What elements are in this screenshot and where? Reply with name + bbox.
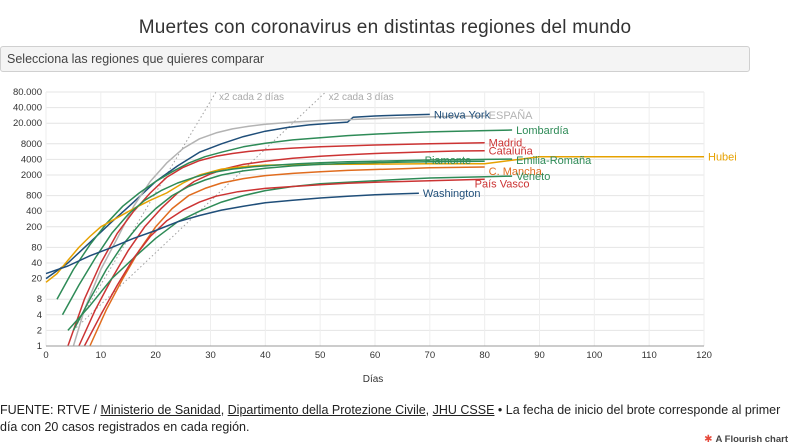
series-line — [72, 115, 485, 347]
x-tick-label: 120 — [696, 350, 712, 361]
y-tick-label: 40 — [31, 258, 42, 269]
source-link-jhu[interactable]: JHU CSSE — [432, 403, 495, 417]
x-tick-label: 40 — [260, 350, 271, 361]
series-lines — [45, 113, 704, 347]
y-tick-label: 20.000 — [13, 118, 42, 129]
series-label: País Vasco — [475, 178, 530, 190]
x-tick-label: 80 — [479, 350, 490, 361]
y-tick-label: 400 — [26, 206, 42, 217]
y-tick-label: 80.000 — [13, 87, 42, 98]
x-tick-label: 100 — [586, 350, 602, 361]
flourish-label: A Flourish chart — [715, 434, 789, 445]
series-line — [83, 178, 485, 347]
footer-prefix: FUENTE: RTVE / — [0, 403, 101, 417]
x-tick-label: 90 — [534, 350, 545, 361]
x-tick-label: 110 — [642, 350, 657, 361]
y-tick-label: 8 — [37, 294, 42, 305]
y-tick-label: 80 — [31, 242, 42, 253]
y-tick-label: 1 — [37, 341, 42, 352]
y-tick-label: 200 — [26, 222, 42, 233]
y-tick-label: 2 — [37, 325, 42, 336]
series-line — [45, 155, 704, 283]
x-tick-label: 70 — [425, 350, 436, 361]
series-label: Washington — [423, 188, 481, 200]
y-tick-label: 4000 — [21, 154, 42, 165]
series-line — [56, 129, 513, 300]
series-line — [61, 158, 513, 316]
reference-lines: x2 cada 2 días x2 cada 3 días — [72, 91, 394, 331]
x-tick-label: 50 — [315, 350, 326, 361]
y-tick-label: 2000 — [21, 170, 42, 181]
footer-source: FUENTE: RTVE / Ministerio de Sanidad, Di… — [0, 402, 785, 436]
footer-note: • La fecha de inicio del brote correspon… — [0, 403, 781, 434]
reference-line — [73, 91, 326, 331]
x-tick-label: 20 — [150, 350, 161, 361]
source-link-sanidad[interactable]: Ministerio de Sanidad — [100, 403, 221, 417]
chart-title: Muertes con coronavirus en distintas reg… — [138, 17, 632, 38]
series-line — [67, 141, 485, 347]
series-label: Cataluña — [489, 146, 534, 158]
y-tick-label: 800 — [26, 191, 42, 202]
series-label: Nueva York — [434, 109, 491, 121]
series-label: Veneto — [516, 171, 550, 183]
footer-sep: , — [220, 403, 228, 417]
series-label: Emilia-Romaña — [516, 155, 592, 167]
footer-sep: , — [425, 403, 433, 417]
y-tick-label: 4 — [37, 310, 42, 321]
region-selector[interactable]: Selecciona las regiones que quieres comp… — [0, 46, 750, 72]
x-axis-title: Días — [363, 374, 384, 385]
source-link-protezione-civile[interactable]: Dipartimento della Protezione Civile — [227, 403, 426, 417]
series-label: C. Mancha — [489, 166, 543, 178]
y-tick-label: 8000 — [21, 139, 42, 150]
y-tick-label: 20 — [31, 274, 42, 285]
reference-line-label: x2 cada 2 días — [219, 92, 284, 103]
series-label: Lombardía — [516, 125, 569, 137]
flourish-logo-icon: ✱ — [704, 434, 713, 445]
series-label: Madrid — [489, 138, 523, 150]
line-chart: x2 cada 2 días x2 cada 3 días 1 2 4 8 20 40 80 2… — [13, 87, 737, 385]
axes: 124820408020040080020004000800020.00040.… — [13, 87, 712, 385]
flourish-credit[interactable]: ✱ A Flourish chart — [704, 434, 788, 445]
series-line — [72, 160, 485, 331]
series-label: Piamonte — [425, 155, 471, 167]
x-tick-label: 0 — [43, 350, 48, 361]
series-line — [45, 192, 419, 275]
series-line — [45, 113, 430, 280]
x-tick-label: 10 — [96, 350, 107, 361]
series-label: ESPAÑA — [489, 109, 533, 122]
x-tick-label: 60 — [370, 350, 381, 361]
series-line — [78, 149, 485, 347]
y-tick-label: 40.000 — [13, 103, 42, 114]
series-label: Hubei — [708, 152, 737, 164]
x-tick-label: 30 — [205, 350, 216, 361]
reference-line-label: x2 cada 3 días — [329, 92, 394, 103]
